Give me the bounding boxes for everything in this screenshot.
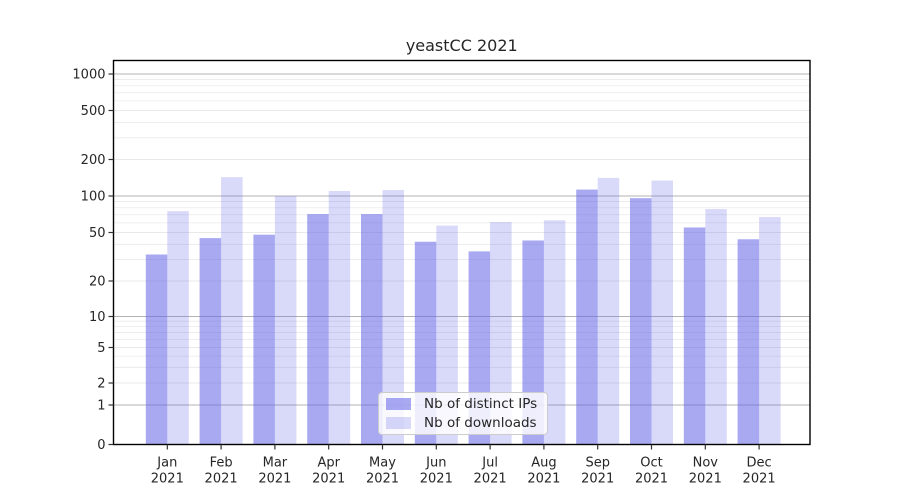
bar-distinct-ips — [630, 198, 652, 445]
x-tick-label-month: Jul — [481, 456, 498, 471]
x-tick-label-year: 2021 — [474, 472, 507, 487]
bar-downloads — [328, 190, 351, 445]
bar-downloads — [221, 177, 243, 445]
chart-title: yeastCC 2021 — [406, 36, 518, 55]
x-tick-label-year: 2021 — [527, 472, 560, 487]
x-tick-label-month: Jan — [156, 456, 177, 471]
bar-downloads — [543, 220, 566, 445]
bar-downloads — [651, 180, 673, 445]
y-tick-label: 0 — [97, 438, 105, 453]
legend-swatch-downloads — [386, 417, 411, 430]
tick-labels-layer: 01251020501002005001000Jan2021Feb2021Mar… — [72, 68, 775, 487]
y-tick-label: 1 — [97, 399, 105, 414]
bar-downloads — [167, 211, 189, 445]
legend-item-downloads: Nb of downloads — [386, 415, 547, 432]
x-tick-label-month: Dec — [747, 456, 772, 471]
y-tick-label: 2 — [97, 377, 105, 392]
bar-downloads — [705, 209, 727, 445]
bar-distinct-ips — [683, 227, 706, 445]
legend-label-downloads: Nb of downloads — [424, 415, 537, 432]
x-tick-label-month: Feb — [210, 456, 233, 471]
x-tick-label-month: Sep — [585, 456, 610, 471]
x-tick-label-month: Apr — [317, 456, 340, 471]
bar-downloads — [490, 222, 512, 445]
bar-downloads — [597, 177, 620, 445]
y-tick-label: 10 — [89, 310, 106, 325]
bar-downloads — [436, 225, 458, 445]
bar-distinct-ips — [361, 214, 383, 445]
legend-label-distinct-ips: Nb of distinct IPs — [424, 395, 538, 412]
bar-distinct-ips — [307, 214, 329, 445]
x-tick-label-year: 2021 — [581, 472, 614, 487]
x-tick-label-month: Aug — [531, 456, 556, 471]
bar-distinct-ips — [576, 189, 598, 445]
x-tick-label-year: 2021 — [635, 472, 668, 487]
x-tick-label-year: 2021 — [743, 472, 776, 487]
x-tick-label-year: 2021 — [151, 472, 184, 487]
x-tick-label-month: Jun — [425, 456, 446, 471]
legend-item-distinct-ips: Nb of distinct IPs — [386, 395, 547, 412]
x-tick-label-month: May — [369, 456, 396, 471]
x-tick-label-year: 2021 — [258, 472, 291, 487]
x-tick-label-year: 2021 — [420, 472, 453, 487]
y-tick-label: 20 — [89, 275, 106, 290]
y-tick-label: 100 — [81, 190, 106, 205]
x-tick-label-year: 2021 — [366, 472, 399, 487]
bar-downloads — [274, 196, 297, 445]
x-tick-label-month: Oct — [640, 456, 662, 471]
bar-distinct-ips — [199, 238, 222, 445]
legend: Nb of distinct IPs Nb of downloads — [378, 392, 548, 435]
bar-distinct-ips — [253, 234, 275, 445]
y-tick-label: 50 — [89, 226, 106, 241]
y-tick-label: 1000 — [72, 68, 105, 83]
bar-distinct-ips — [737, 239, 760, 445]
x-tick-label-year: 2021 — [689, 472, 722, 487]
bar-downloads — [382, 190, 404, 445]
y-tick-label: 200 — [81, 153, 106, 168]
x-tick-label-month: Nov — [693, 456, 719, 471]
legend-swatch-distinct-ips — [386, 397, 411, 410]
x-tick-label-year: 2021 — [312, 472, 345, 487]
x-tick-label-year: 2021 — [205, 472, 238, 487]
bars-layer — [145, 177, 781, 445]
axes-layer — [108, 59, 811, 450]
x-tick-label-month: Mar — [263, 456, 288, 471]
y-tick-label: 5 — [97, 341, 105, 356]
y-tick-label: 500 — [81, 104, 106, 119]
bar-distinct-ips — [145, 254, 168, 445]
bar-downloads — [759, 217, 781, 445]
plot-border — [112, 59, 811, 446]
